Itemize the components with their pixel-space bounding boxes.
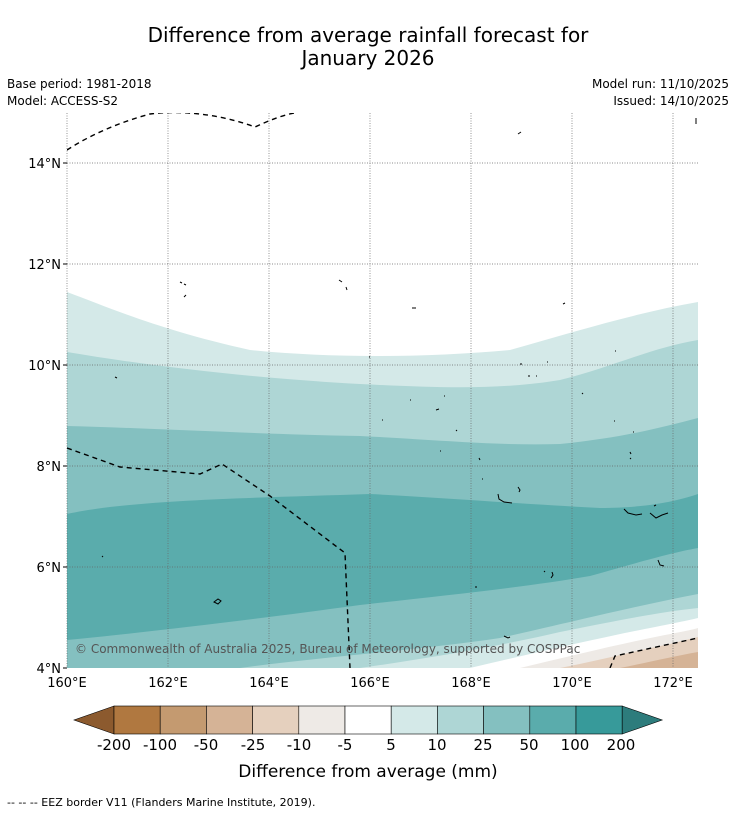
colorbar-swatch (344, 705, 392, 735)
colorbar-extend-low (73, 705, 115, 735)
model-run: Model run: 11/10/2025 (591, 77, 729, 91)
colorbar-swatch (483, 705, 531, 735)
colorbar-label: 200 (606, 736, 636, 754)
lat-label: 8°N (37, 460, 62, 475)
colorbar-label: -50 (193, 736, 219, 754)
base-period: Base period: 1981-2018 (7, 77, 152, 91)
footnote: -- -- -- EEZ border V11 (Flanders Marine… (7, 796, 316, 809)
colorbar-label: 100 (560, 736, 590, 754)
colorbar-swatch (529, 705, 577, 735)
colorbar-label: -100 (142, 736, 178, 754)
longitude-labels: 160°E 162°E 164°E 166°E 168°E 170°E 172°… (47, 676, 693, 691)
axis-ticks (63, 162, 67, 669)
lat-label: 6°N (37, 561, 62, 576)
lon-label: 168°E (451, 676, 491, 691)
colorbar-title: Difference from average (mm) (238, 762, 498, 782)
lat-label: 14°N (28, 157, 61, 172)
model-name: Model: ACCESS-S2 (7, 94, 119, 108)
lon-label: 162°E (148, 676, 188, 691)
issued-date: Issued: 14/10/2025 (613, 94, 729, 108)
colorbar-swatch (113, 705, 161, 735)
lat-label: 4°N (37, 662, 62, 677)
colorbar (73, 705, 664, 735)
lat-label: 12°N (28, 258, 61, 273)
colorbar-swatch (252, 705, 300, 735)
graticule (66, 113, 698, 668)
colorbar-swatch (159, 705, 207, 735)
lon-label: 172°E (653, 676, 693, 691)
title-line-1: Difference from average rainfall forecas… (147, 23, 589, 47)
lon-label: 164°E (249, 676, 289, 691)
colorbar-label: -5 (337, 736, 353, 754)
colorbar-label: -10 (286, 736, 312, 754)
colorbar-label: -200 (96, 736, 132, 754)
colorbar-label: 5 (386, 736, 396, 754)
rainfall-contours (67, 113, 698, 668)
colorbar-extend-high (621, 705, 664, 735)
latitude-labels: 4°N 6°N 8°N 10°N 12°N 14°N (28, 157, 61, 677)
colorbar-swatch (206, 705, 253, 735)
colorbar-label: 50 (519, 736, 539, 754)
copyright-text: © Commonwealth of Australia 2025, Bureau… (75, 642, 580, 656)
lon-label: 166°E (350, 676, 390, 691)
colorbar-swatch (390, 705, 438, 735)
lat-label: 10°N (28, 359, 61, 374)
lon-label: 160°E (47, 676, 87, 691)
colorbar-label: 10 (427, 736, 447, 754)
colorbar-swatch (437, 705, 484, 735)
title-line-2: January 2026 (301, 46, 435, 70)
colorbar-label: -25 (240, 736, 266, 754)
eez-borders (67, 113, 698, 668)
colorbar-swatch (298, 705, 346, 735)
colorbar-swatch (575, 705, 623, 735)
colorbar-label: 25 (473, 736, 493, 754)
islands (101, 118, 697, 639)
lon-label: 170°E (552, 676, 592, 691)
